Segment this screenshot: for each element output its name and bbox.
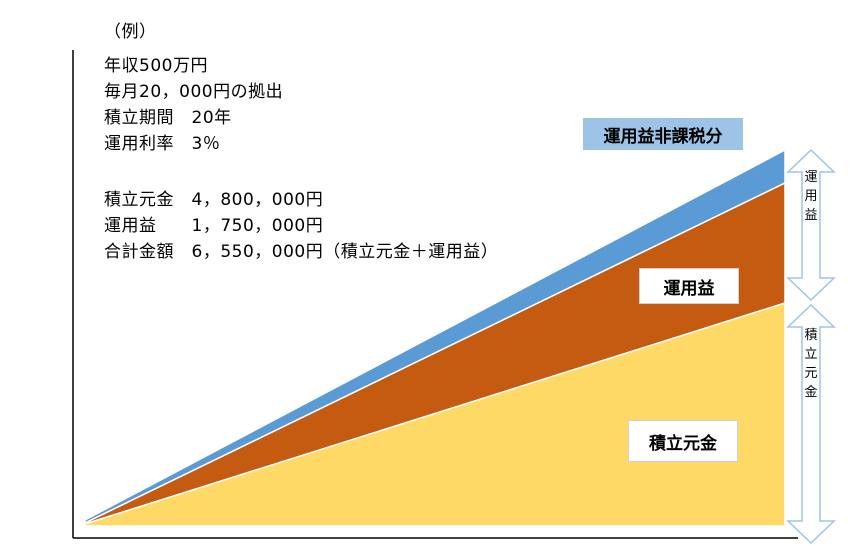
tax-free-label: 運用益非課税分	[583, 118, 743, 150]
example-line: 毎月20，000円の拠出	[104, 82, 284, 102]
example-line: 合計金額 6，550，000円（積立元金＋運用益）	[104, 242, 499, 262]
example-line: 年収500万円	[104, 56, 208, 76]
gain-arrow-label: 運用益	[804, 170, 818, 223]
example-line: 運用益 1，750，000円	[104, 216, 324, 236]
gain-label: 運用益	[639, 268, 739, 304]
example-line: 積立元金 4，800，000円	[104, 190, 324, 210]
principal-label: 積立元金	[628, 420, 738, 462]
example-heading: （例）	[104, 22, 157, 42]
principal-area	[84, 301, 786, 527]
example-line: 運用利率 3％	[104, 134, 221, 154]
principal-arrow-label: 積立元金	[804, 328, 818, 400]
example-line: 積立期間 20年	[104, 108, 232, 128]
gain-double-arrow	[786, 148, 836, 302]
principal-double-arrow	[786, 303, 836, 545]
